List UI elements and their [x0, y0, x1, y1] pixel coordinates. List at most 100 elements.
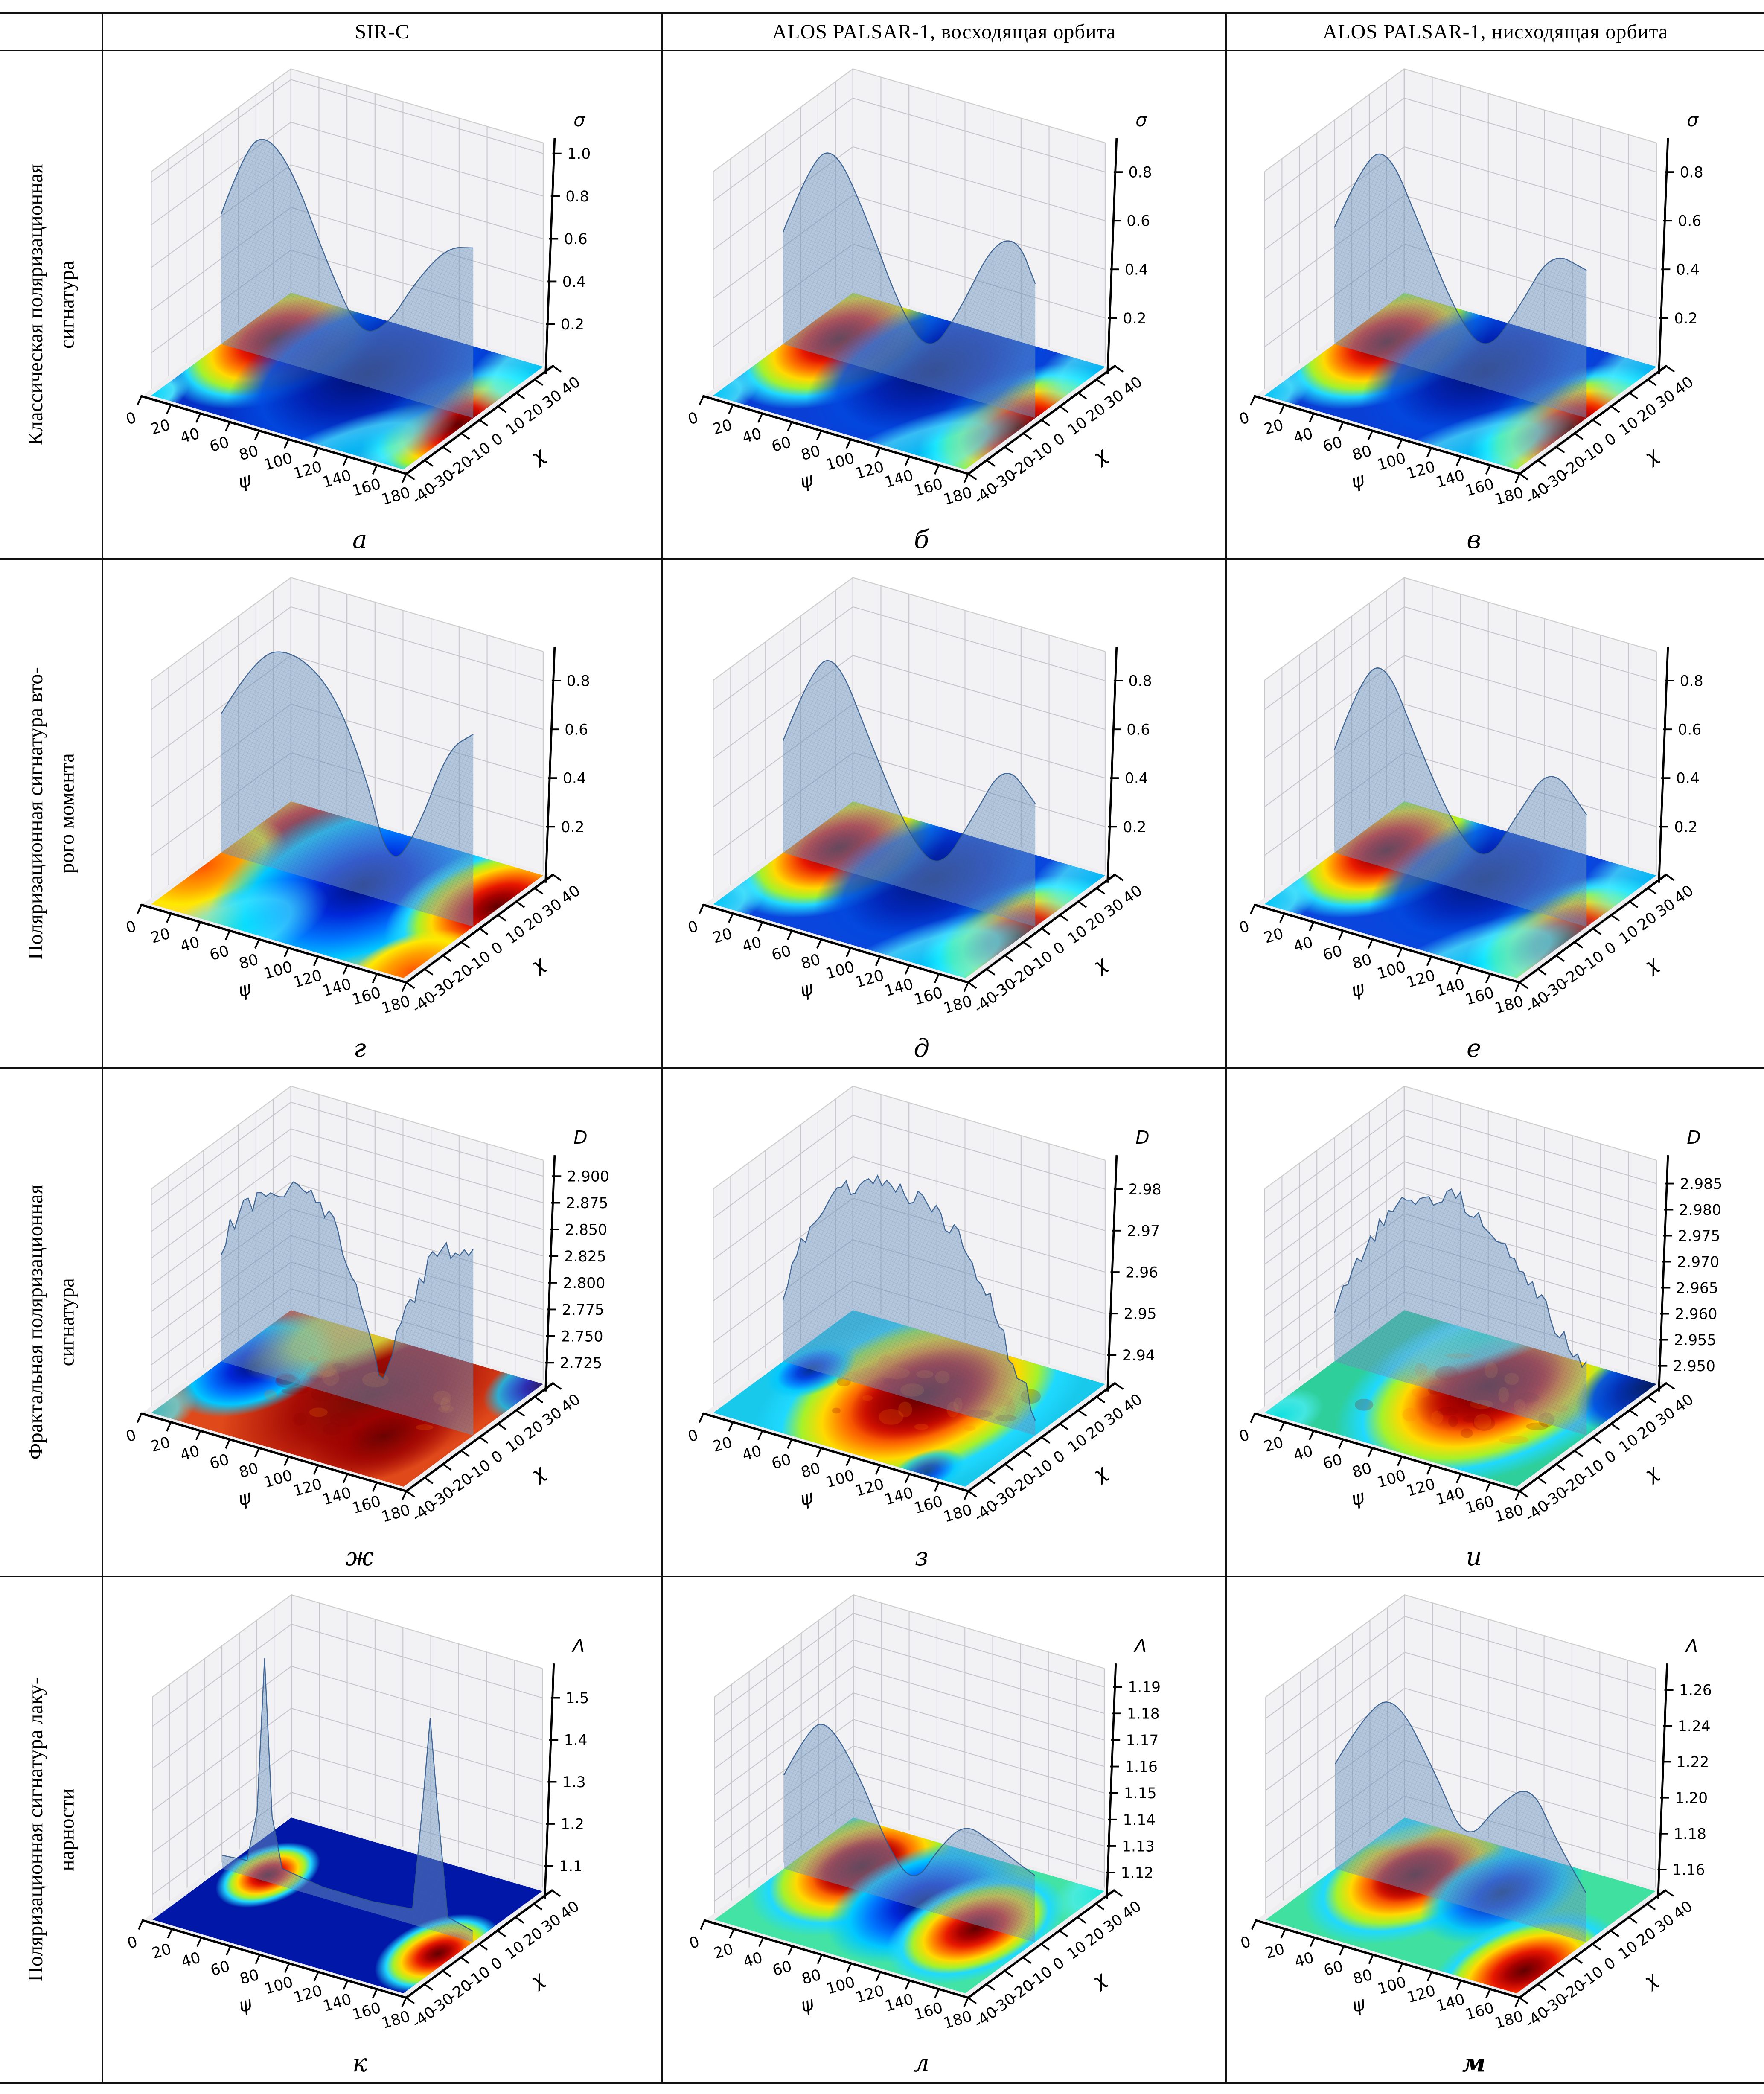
svg-text:30: 30	[539, 1911, 565, 1937]
subplot-letter-i: и	[1466, 1542, 1482, 1571]
surface-3d	[783, 660, 1036, 927]
subplot-cell-z: 0 20 40 60 80 100 120 140 160 180 -40 -30 -20 -10 0 10 2…	[661, 1067, 1225, 1576]
svg-text:ψ: ψ	[1349, 469, 1367, 493]
subplot-zh: 0 20 40 60 80 100120140160180-40-30-20-100102…	[124, 1086, 609, 1526]
subplot-i: 0 20 40 60 80 100120140160180-40-30-20-100102…	[1237, 1086, 1722, 1526]
svg-text:2.960: 2.960	[1675, 1306, 1717, 1323]
svg-text:80: 80	[1351, 951, 1374, 973]
svg-text:σ: σ	[1135, 110, 1147, 131]
svg-text:2.900: 2.900	[567, 1168, 609, 1185]
svg-text:0.2: 0.2	[1674, 819, 1697, 836]
svg-text:30: 30	[1101, 1404, 1127, 1430]
svg-text:χ: χ	[1639, 1967, 1662, 1992]
svg-text:χ: χ	[1088, 1967, 1111, 1992]
svg-text:30: 30	[1101, 895, 1127, 921]
svg-text:1.26: 1.26	[1679, 1682, 1712, 1699]
svg-text:D: D	[573, 1127, 588, 1148]
svg-text:80: 80	[238, 1966, 261, 1988]
svg-text:20: 20	[711, 1433, 734, 1456]
svg-text:40: 40	[1120, 1390, 1146, 1416]
axes: 0 20 40 60 80 100120140160180-40-30-20-100102…	[124, 647, 590, 1017]
row-label-text: Фрактальная поляризационная сигнатура	[23, 1184, 79, 1460]
svg-text:1.19: 1.19	[1128, 1679, 1161, 1696]
svg-text:60: 60	[771, 1957, 794, 1980]
svg-text:10: 10	[1065, 1431, 1091, 1456]
subplot-cell-v: 0 20 40 60 80 100 120 140 160 180 -40 -30 -20 -10 0 10 2…	[1225, 50, 1764, 558]
subplot-e: 0 20 40 60 80 100120140160180-40-30-20-100102…	[1237, 577, 1703, 1017]
surface-3d	[221, 1658, 473, 1943]
svg-text:σ: σ	[573, 110, 585, 131]
svg-text:20: 20	[521, 400, 547, 425]
svg-text:60: 60	[208, 942, 231, 964]
svg-text:20: 20	[1082, 1924, 1108, 1950]
svg-text:20: 20	[712, 1940, 735, 1963]
subplot-cell-b: 0 20 40 60 80 100 120 140 160 180 -40 -30 -20 -10 0 10 2…	[661, 50, 1225, 558]
subplot-a: 0 20 40 60 80 100120140160180-40-30-20-100102…	[124, 68, 591, 509]
svg-text:20: 20	[1083, 1417, 1109, 1443]
svg-text:0: 0	[1237, 409, 1252, 428]
svg-text:120: 120	[1405, 1475, 1438, 1500]
svg-text:100: 100	[262, 1973, 295, 1998]
svg-text:0: 0	[1050, 430, 1068, 449]
svg-text:40: 40	[1292, 425, 1315, 447]
svg-text:0.6: 0.6	[564, 231, 588, 248]
svg-text:0.4: 0.4	[563, 770, 586, 787]
svg-text:30: 30	[539, 1404, 565, 1430]
subplot-z: 0 20 40 60 80 100120140160180-40-30-20-100102…	[686, 1086, 1161, 1526]
svg-text:2.725: 2.725	[560, 1355, 602, 1372]
subplot-letter-b: б	[914, 525, 929, 554]
svg-text:0.8: 0.8	[1680, 673, 1703, 690]
svg-text:120: 120	[853, 1475, 886, 1500]
svg-text:0: 0	[488, 1954, 506, 1974]
row-label-classic: Классическая поляризационная сигнатура	[0, 50, 102, 558]
svg-text:140: 140	[321, 466, 354, 491]
svg-text:2.94: 2.94	[1122, 1347, 1155, 1364]
svg-text:40: 40	[1120, 373, 1146, 399]
svg-text:40: 40	[1671, 882, 1697, 907]
svg-text:140: 140	[321, 975, 354, 1000]
svg-text:1.1: 1.1	[559, 1858, 582, 1875]
svg-text:60: 60	[209, 1957, 232, 1980]
svg-text:100: 100	[824, 1973, 857, 1998]
svg-text:80: 80	[1351, 442, 1374, 464]
svg-text:120: 120	[1405, 1982, 1438, 2007]
svg-text:160: 160	[912, 1999, 945, 2024]
subplot-cell-g: 0 20 40 60 80 100 120 140 160 180 -40 -30 -20 -10 0 10 2…	[102, 558, 661, 1067]
svg-text:0.4: 0.4	[1125, 770, 1148, 787]
subplot-letter-zh: ж	[346, 1542, 374, 1571]
svg-text:160: 160	[350, 1493, 383, 1517]
svg-text:ψ: ψ	[236, 977, 254, 1002]
surface-3d	[1333, 1188, 1587, 1436]
svg-text:20: 20	[1262, 1433, 1286, 1456]
svg-text:100: 100	[262, 449, 295, 474]
svg-text:180: 180	[941, 484, 974, 509]
svg-text:10: 10	[1616, 1431, 1642, 1456]
svg-text:2.975: 2.975	[1678, 1228, 1720, 1245]
svg-text:100: 100	[824, 449, 857, 474]
svg-text:χ: χ	[527, 1461, 550, 1486]
svg-text:140: 140	[883, 1990, 915, 2015]
svg-text:0: 0	[124, 917, 138, 937]
svg-text:10: 10	[1065, 922, 1091, 948]
svg-text:140: 140	[321, 1484, 354, 1509]
svg-text:0.8: 0.8	[567, 673, 590, 690]
surface-3d	[783, 152, 1036, 418]
subplot-g: 0 20 40 60 80 100120140160180-40-30-20-100102…	[124, 577, 590, 1017]
surface-3d	[1333, 667, 1587, 927]
subplot-cell-a: 0 20 40 60 80 100 120 140 160 180 -40 -30 -20 -10 0 10 2…	[102, 50, 661, 558]
svg-text:2.985: 2.985	[1680, 1176, 1722, 1193]
svg-text:2.825: 2.825	[564, 1248, 606, 1265]
svg-text:160: 160	[350, 1999, 383, 2024]
svg-text:20: 20	[1633, 1924, 1659, 1950]
svg-text:2.750: 2.750	[561, 1328, 603, 1345]
svg-text:1.24: 1.24	[1678, 1718, 1711, 1735]
svg-text:60: 60	[208, 1451, 231, 1473]
svg-text:1.2: 1.2	[561, 1816, 584, 1833]
svg-text:2.970: 2.970	[1677, 1254, 1719, 1271]
svg-text:160: 160	[912, 984, 945, 1009]
svg-text:140: 140	[1434, 466, 1467, 491]
row-label-text: Поляризационная сигнатура вто- рого моме…	[23, 667, 79, 960]
svg-text:0: 0	[1237, 917, 1252, 937]
svg-text:10: 10	[1065, 414, 1091, 439]
